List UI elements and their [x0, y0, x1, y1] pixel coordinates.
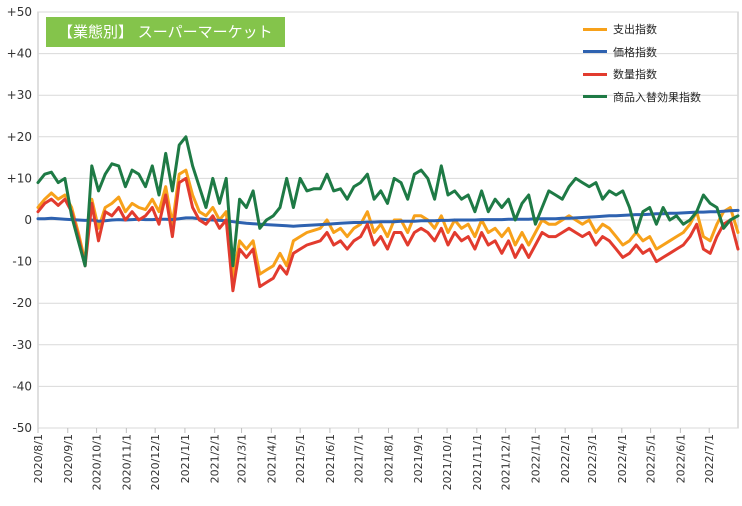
x-tick-label: 2021/7/1 — [353, 434, 366, 483]
x-tick-label: 2021/9/1 — [412, 434, 425, 483]
legend-item: 数量指数 — [583, 63, 733, 86]
x-tick-label: 2022/3/1 — [586, 434, 599, 483]
y-tick-label: +40 — [7, 47, 32, 61]
legend-swatch — [583, 27, 607, 31]
x-tick-label: 2022/6/1 — [674, 434, 687, 483]
x-tick-label: 2020/11/1 — [120, 434, 133, 490]
x-tick-label: 2020/12/1 — [149, 434, 162, 490]
x-tick-label: 2021/11/1 — [471, 434, 484, 490]
x-tick-label: 2021/5/1 — [294, 434, 307, 483]
x-tick-label: 2022/7/1 — [703, 434, 716, 483]
x-tick-label: 2021/10/1 — [441, 434, 454, 490]
x-tick-label: 2021/8/1 — [382, 434, 395, 483]
legend-swatch — [583, 50, 607, 54]
y-tick-label: 0 — [24, 213, 32, 227]
x-tick-label: 2020/9/1 — [62, 434, 75, 483]
x-tick-label: 2021/4/1 — [265, 434, 278, 483]
y-tick-label: -30 — [12, 338, 32, 352]
legend-label: 支出指数 — [613, 23, 657, 37]
y-tick-label: -40 — [12, 379, 32, 393]
x-tick-label: 2021/12/1 — [500, 434, 513, 490]
x-tick-label: 2022/4/1 — [616, 434, 629, 483]
y-tick-label: +50 — [7, 5, 32, 19]
x-tick-label: 2021/6/1 — [324, 434, 337, 483]
x-tick-label: 2021/3/1 — [236, 434, 249, 483]
y-tick-label: -10 — [12, 255, 32, 269]
y-tick-label: +30 — [7, 88, 32, 102]
legend-item: 価格指数 — [583, 41, 733, 64]
x-tick-label: 2021/1/1 — [179, 434, 192, 483]
x-tick-label: 2022/1/1 — [529, 434, 542, 483]
legend-swatch — [583, 72, 607, 76]
series-line — [36, 176, 740, 293]
legend-swatch — [583, 95, 607, 99]
y-tick-label: +10 — [7, 171, 32, 185]
x-tick-label: 2022/5/1 — [645, 434, 658, 483]
legend-item: 支出指数 — [583, 18, 733, 41]
series-line — [36, 208, 740, 228]
x-tick-label: 2020/10/1 — [91, 434, 104, 490]
legend-label: 商品入替効果指数 — [613, 90, 701, 104]
legend: 支出指数 価格指数 数量指数 商品入替効果指数 — [583, 18, 733, 108]
y-tick-label: +20 — [7, 130, 32, 144]
legend-label: 価格指数 — [613, 45, 657, 59]
series-line — [36, 135, 740, 268]
x-tick-label: 2020/8/1 — [32, 434, 45, 483]
chart-title: 【業態別】 スーパーマーケット — [46, 17, 285, 47]
y-tick-label: -20 — [12, 296, 32, 310]
y-tick-label: -50 — [12, 421, 32, 435]
legend-item: 商品入替効果指数 — [583, 86, 733, 109]
x-tick-label: 2022/2/1 — [559, 434, 572, 483]
x-tick-label: 2021/2/1 — [209, 434, 222, 483]
legend-label: 数量指数 — [613, 68, 657, 82]
series-line — [36, 168, 740, 280]
